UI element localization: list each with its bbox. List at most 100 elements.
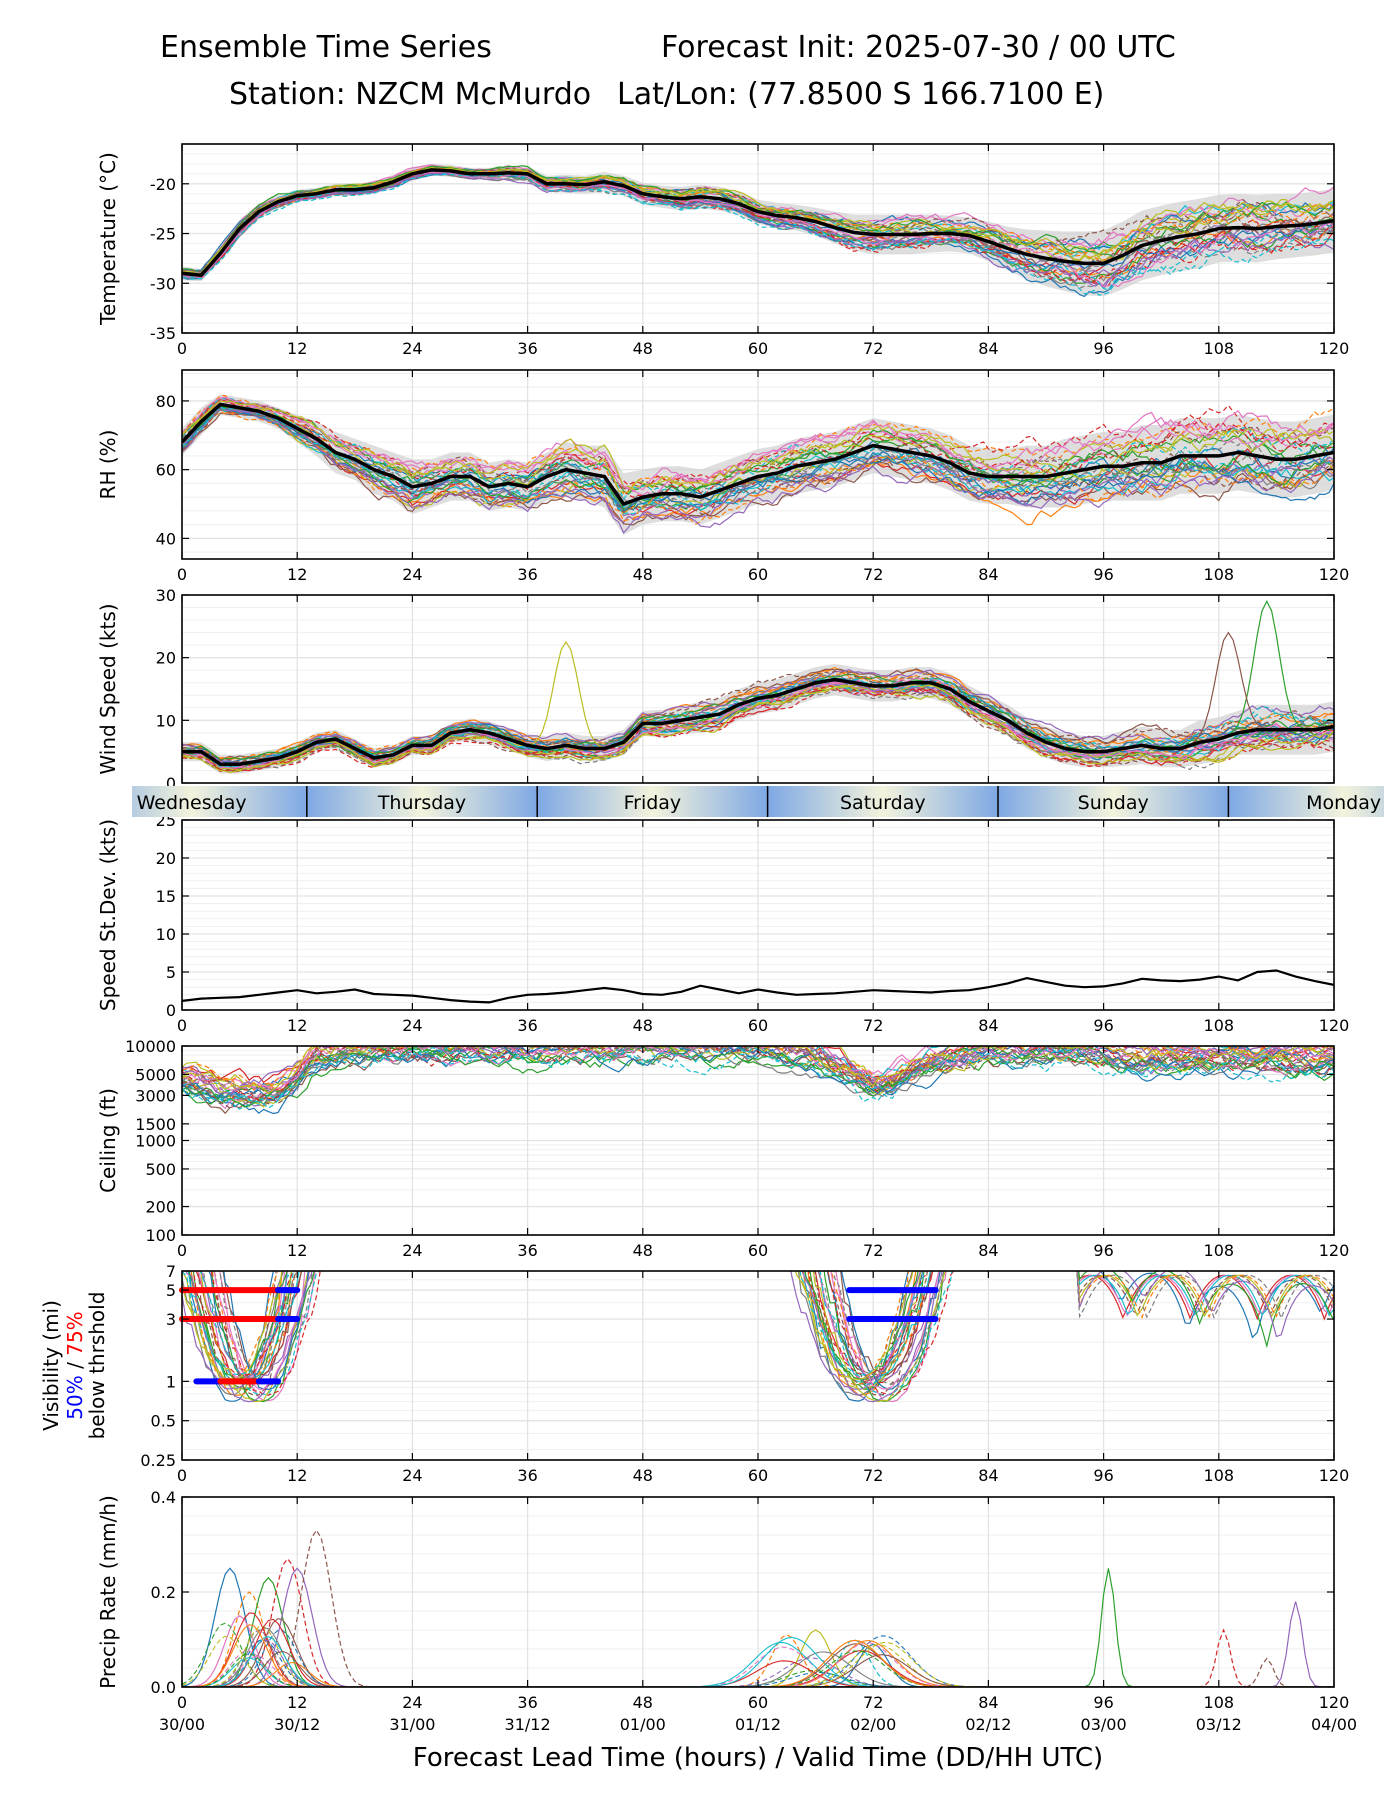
x-tick-label: 36	[517, 1016, 537, 1035]
ensemble-member-line	[182, 1047, 1334, 1110]
y-tick-label: 10	[156, 711, 176, 730]
y-axis-label-75: 75%	[63, 1311, 87, 1355]
x-tick-label: 84	[978, 1016, 998, 1035]
ensemble-member-line	[182, 1618, 1334, 1687]
x-tick-label: 36	[517, 565, 537, 584]
valid-time-label: 01/00	[620, 1715, 666, 1734]
x-tick-label: 96	[1093, 565, 1113, 584]
x-tick-label: 0	[177, 1693, 187, 1712]
ensemble-member-line	[182, 400, 1334, 494]
y-tick-label: 3	[166, 1310, 176, 1329]
ensemble-member-line	[219, 1271, 1334, 1403]
y-tick-label: 30	[156, 586, 176, 605]
y-tick-label: 0	[166, 774, 176, 793]
ensemble-member-line	[182, 677, 1334, 769]
title-left: Ensemble Time Series	[160, 30, 492, 65]
ensemble-member-line	[189, 1271, 1334, 1385]
ensemble-member-line	[182, 171, 1334, 288]
x-tick-label: 96	[1093, 339, 1113, 358]
x-tick-label: 120	[1319, 565, 1350, 584]
ensemble-member-line	[182, 677, 1334, 768]
y-tick-label: 5	[166, 963, 176, 982]
day-label-wednesday: Wednesday	[137, 792, 247, 814]
x-tick-label: 12	[287, 339, 307, 358]
ensemble-member-line	[188, 1271, 1334, 1402]
speed_stddev-line	[182, 969, 1334, 1004]
day-band	[767, 786, 998, 817]
x-tick-label: 36	[517, 1466, 537, 1485]
ensemble-member-line	[182, 173, 1334, 291]
x-tick-label: 84	[978, 1241, 998, 1260]
day-label-sunday: Sunday	[1078, 792, 1149, 814]
x-tick-label: 48	[633, 1693, 653, 1712]
x-tick-label: 48	[633, 565, 653, 584]
x-tick-label: 48	[633, 1016, 653, 1035]
rh-ensemble-mean	[182, 402, 1334, 507]
ceiling-members	[182, 1046, 1334, 1115]
x-tick-label: 96	[1093, 1466, 1113, 1485]
ensemble-member-line	[182, 412, 1334, 526]
x-tick-label: 120	[1319, 1466, 1350, 1485]
x-tick-label: 0	[177, 1466, 187, 1485]
x-tick-label: 24	[402, 339, 422, 358]
x-tick-label: 24	[402, 1241, 422, 1260]
day-label-saturday: Saturday	[840, 792, 926, 814]
y-tick-label: 5	[166, 1281, 176, 1300]
x-tick-label: 108	[1204, 1466, 1235, 1485]
x-tick-label: 60	[748, 565, 768, 584]
ensemble-member-line	[210, 1271, 1334, 1403]
ensemble-member-line	[182, 397, 1334, 488]
y-tick-label: 0	[166, 1001, 176, 1020]
y-tick-label: 1	[166, 1372, 176, 1391]
day-label-friday: Friday	[624, 792, 682, 814]
y-tick-label: 10000	[125, 1037, 176, 1056]
ensemble-member-line	[182, 670, 1334, 763]
y-tick-label: 20	[156, 649, 176, 668]
y-tick-label: 15	[156, 887, 176, 906]
ensemble-member-line	[187, 1271, 1334, 1385]
ensemble-member-line	[182, 1634, 1334, 1687]
x-tick-label: 108	[1204, 565, 1235, 584]
x-tick-label: 84	[978, 339, 998, 358]
x-tick-label: 84	[978, 565, 998, 584]
y-tick-label: 80	[156, 392, 176, 411]
y-axis-label: Speed St.Dev. (kts)	[96, 819, 120, 1011]
ensemble-member-line	[182, 399, 1334, 491]
y-tick-label: 7	[166, 1262, 176, 1281]
x-tick-label: 108	[1204, 339, 1235, 358]
valid-time-label: 04/00	[1311, 1715, 1357, 1734]
x-tick-label: 24	[402, 1693, 422, 1712]
ensemble-member-line	[182, 411, 1334, 525]
valid-time-label: 31/12	[505, 1715, 551, 1734]
ensemble-member-line	[182, 673, 1334, 761]
x-tick-label: 24	[402, 1466, 422, 1485]
day-band	[998, 786, 1229, 817]
temperature-ensemble-mean	[182, 168, 1334, 278]
valid-time-label: 31/00	[389, 1715, 435, 1734]
y-tick-label: 0.2	[151, 1583, 176, 1602]
valid-time-label: 03/12	[1196, 1715, 1242, 1734]
ensemble-member-line	[182, 396, 1334, 496]
y-axis-label-threshold: 50% / 75%	[63, 1311, 87, 1419]
x-tick-label: 96	[1093, 1241, 1113, 1260]
ensemble-member-line	[182, 1646, 1334, 1687]
y-tick-label: 1500	[135, 1115, 176, 1134]
ensemble-member-line	[182, 404, 1334, 510]
y-axis-label-sep: /	[63, 1356, 87, 1375]
ensemble-member-line	[182, 167, 1334, 277]
x-tick-label: 60	[748, 1466, 768, 1485]
y-axis-label: RH (%)	[96, 430, 120, 500]
x-tick-label: 60	[748, 1241, 768, 1260]
x-tick-label: 0	[177, 1241, 187, 1260]
y-tick-label: 20	[156, 849, 176, 868]
x-tick-label: 24	[402, 565, 422, 584]
y-axis-label: Wind Speed (kts)	[96, 603, 120, 774]
valid-time-label: 30/12	[274, 1715, 320, 1734]
x-tick-label: 36	[517, 1693, 537, 1712]
x-tick-label: 24	[402, 1016, 422, 1035]
ensemble-member-line	[195, 1271, 1334, 1385]
valid-time-label: 01/12	[735, 1715, 781, 1734]
x-tick-label: 12	[287, 1693, 307, 1712]
x-tick-label: 0	[177, 1016, 187, 1035]
